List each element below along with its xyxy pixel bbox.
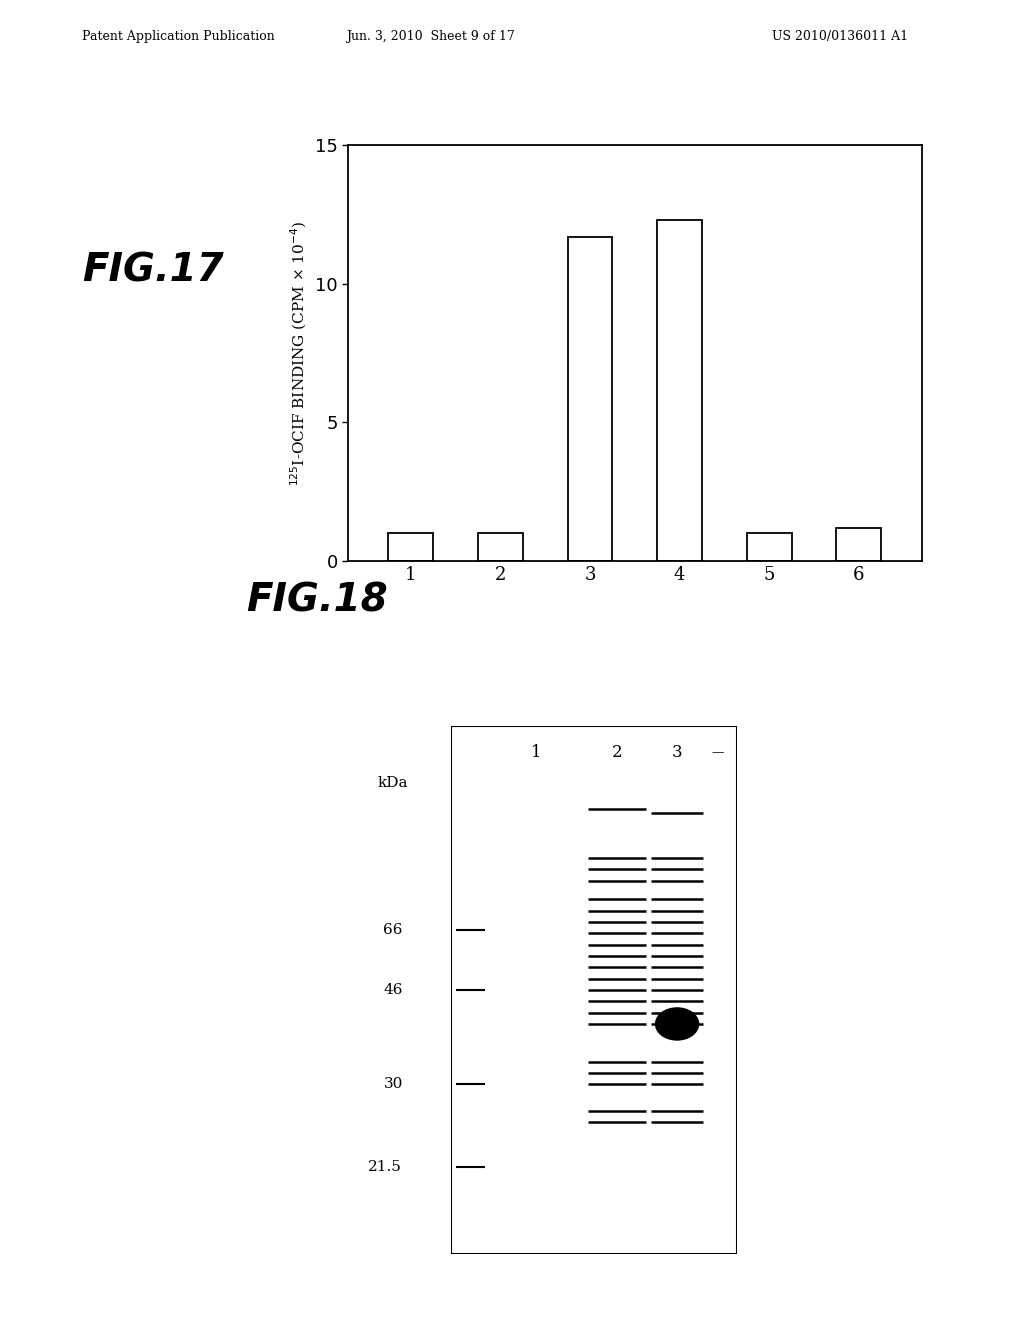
Text: 21.5: 21.5: [368, 1160, 401, 1175]
Bar: [388, 533, 433, 561]
FancyBboxPatch shape: [451, 726, 737, 1254]
Y-axis label: $^{125}$I-OCIF BINDING (CPM × 10$^{-4}$): $^{125}$I-OCIF BINDING (CPM × 10$^{-4}$): [289, 220, 309, 486]
Text: 66: 66: [383, 923, 403, 937]
Text: kDa: kDa: [378, 776, 409, 789]
Text: 3: 3: [672, 744, 682, 760]
Ellipse shape: [655, 1008, 698, 1040]
Text: 30: 30: [384, 1077, 402, 1092]
Text: —: —: [711, 746, 724, 759]
Bar: [567, 236, 612, 561]
Bar: [746, 533, 792, 561]
Bar: [478, 533, 523, 561]
Text: Jun. 3, 2010  Sheet 9 of 17: Jun. 3, 2010 Sheet 9 of 17: [346, 30, 514, 44]
Text: Patent Application Publication: Patent Application Publication: [82, 30, 274, 44]
Text: FIG.17: FIG.17: [82, 252, 223, 289]
Bar: [657, 220, 702, 561]
Text: US 2010/0136011 A1: US 2010/0136011 A1: [772, 30, 907, 44]
Text: 2: 2: [611, 744, 623, 760]
Text: 1: 1: [531, 744, 542, 760]
Text: FIG.18: FIG.18: [246, 582, 387, 619]
Text: 46: 46: [383, 983, 403, 997]
Bar: [837, 528, 882, 561]
